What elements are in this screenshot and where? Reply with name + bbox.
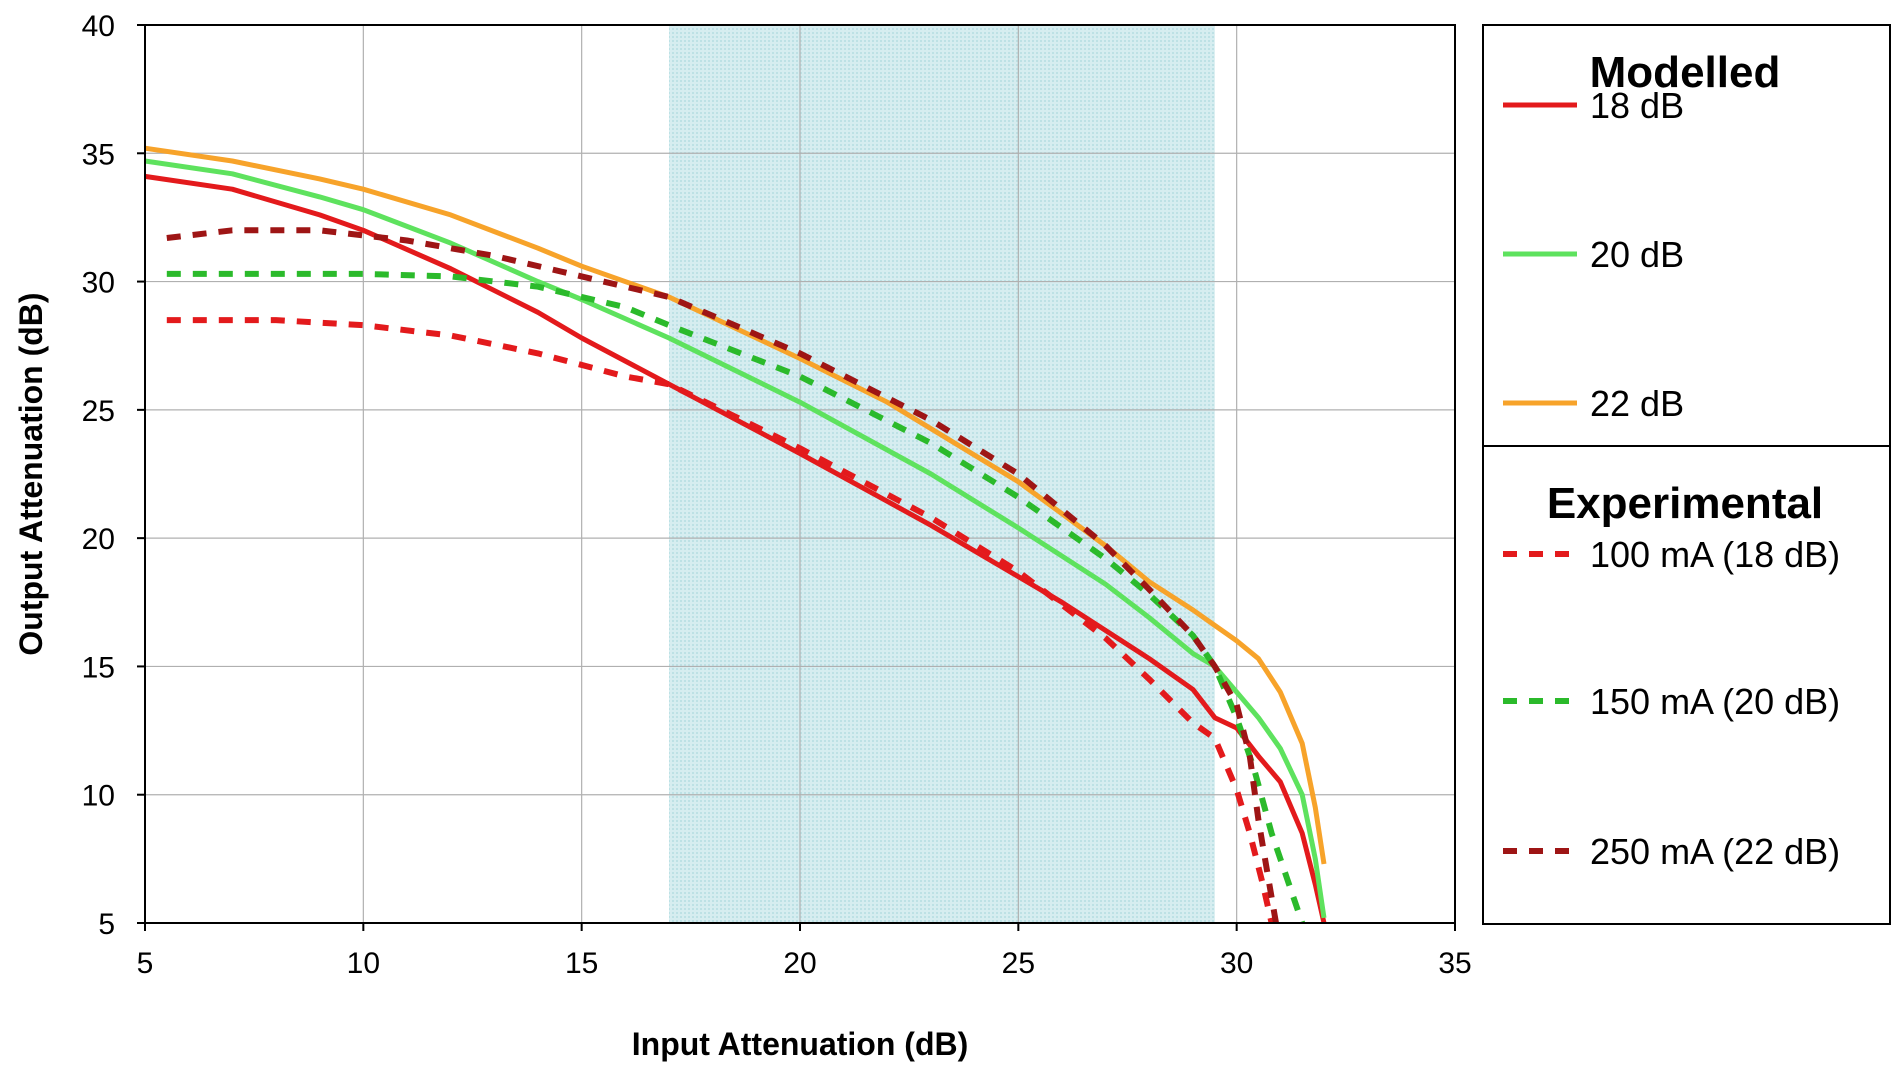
x-tick-label: 10 [347,947,380,980]
legend-label-2: 22 dB [1590,383,1684,424]
highlight-band [669,25,1215,923]
legend-label-0: 18 dB [1590,85,1684,126]
y-tick-label: 35 [82,138,115,171]
y-axis-title: Output Attenuation (dB) [13,292,49,655]
series-line-1 [144,158,1327,919]
y-tick-label: 10 [82,780,115,813]
legend-label-4: 150 mA (20 dB) [1590,681,1840,722]
y-tick-label: 30 [82,267,115,300]
legend-label-5: 250 mA (22 dB) [1590,831,1840,872]
x-tick-label: 25 [1002,947,1035,980]
x-tick-label: 35 [1438,947,1471,980]
y-tick-label: 25 [82,395,115,428]
series-line-3 [166,317,1275,924]
legend-label-1: 20 dB [1590,234,1684,275]
series-line-5 [166,227,1279,924]
legend-heading-1: Experimental [1547,479,1823,528]
y-tick-label: 15 [82,651,115,684]
legend-box [1482,24,1891,925]
legend-label-3: 100 mA (18 dB) [1590,534,1840,575]
y-tick-label: 40 [82,10,115,43]
x-tick-label: 30 [1220,947,1253,980]
x-tick-label: 5 [137,947,154,980]
series-line-2 [144,145,1327,865]
legend-heading-0: Modelled [1590,48,1781,97]
x-tick-label: 20 [783,947,816,980]
y-tick-label: 5 [98,908,115,941]
x-tick-label: 15 [565,947,598,980]
x-axis-title: Input Attenuation (dB) [632,1026,969,1062]
y-tick-label: 20 [82,523,115,556]
